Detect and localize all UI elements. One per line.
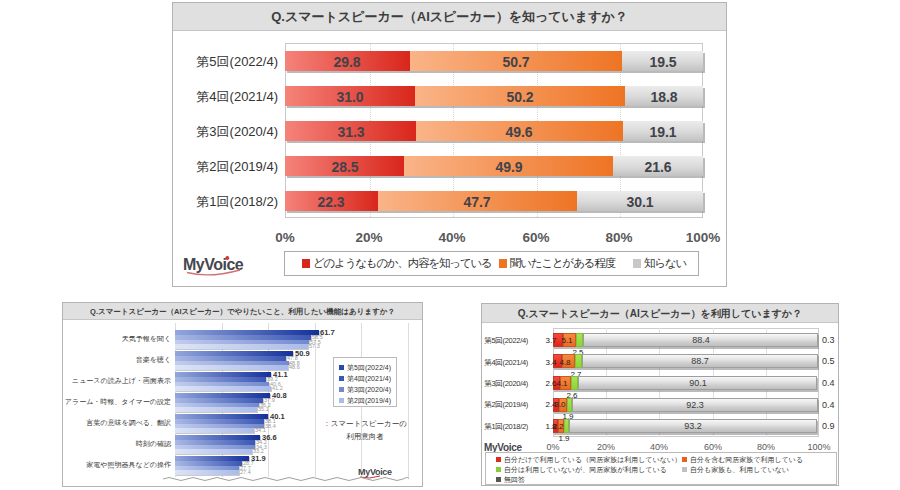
svg-text:MyVoice: MyVoice [183, 256, 244, 273]
